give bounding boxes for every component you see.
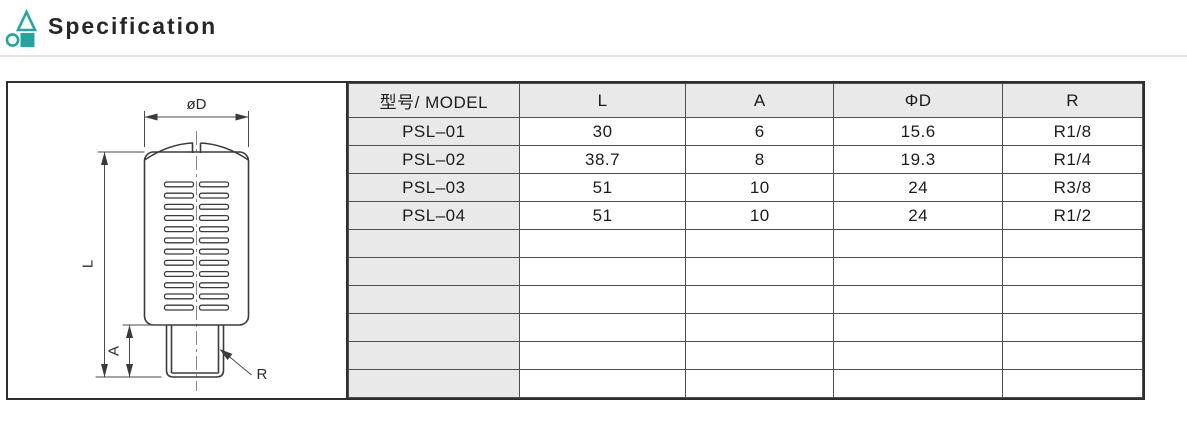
value-cell: R3/8 — [1002, 173, 1143, 202]
value-cell: 30 — [518, 117, 687, 146]
value-cell — [518, 313, 687, 342]
model-cell — [348, 369, 520, 398]
value-cell: 38.7 — [518, 145, 687, 174]
dim-label-thread: R — [257, 366, 268, 383]
column-header-2: A — [685, 83, 835, 118]
column-header-3: ΦD — [833, 83, 1004, 118]
table-row: PSL–01 30 6 15.6 R1/8 — [348, 117, 1143, 146]
table-row-empty — [348, 229, 1143, 258]
value-cell — [685, 229, 835, 258]
spec-panel: øD L A — [6, 81, 1145, 400]
table-wrap: 型号/ MODEL L A ΦD R PSL–01 30 6 15.6 R1/8 PSL–02 38.… — [348, 83, 1143, 398]
table-row: PSL–02 38.7 8 19.3 R1/4 — [348, 145, 1143, 174]
table-row-empty — [348, 313, 1143, 342]
value-cell — [833, 341, 1004, 370]
value-cell: 8 — [685, 145, 835, 174]
shapes-icon — [5, 9, 38, 47]
value-cell: 10 — [685, 173, 835, 202]
drawing-panel: øD L A — [8, 83, 348, 398]
value-cell — [1002, 313, 1143, 342]
vent-slots — [163, 181, 230, 311]
silencer-body — [143, 142, 250, 326]
model-cell: PSL–01 — [348, 117, 520, 146]
value-cell — [1002, 229, 1143, 258]
value-cell — [833, 369, 1004, 398]
value-cell — [685, 369, 835, 398]
column-header-1: L — [518, 83, 687, 118]
model-cell — [348, 313, 520, 342]
value-cell — [685, 341, 835, 370]
dim-length: L — [80, 151, 162, 378]
value-cell — [685, 285, 835, 314]
table-row-empty — [348, 341, 1143, 370]
value-cell — [518, 341, 687, 370]
title-divider — [0, 55, 1187, 57]
value-cell — [1002, 257, 1143, 286]
model-cell: PSL–02 — [348, 145, 520, 174]
column-header-4: R — [1002, 83, 1143, 118]
dim-label-length: L — [80, 260, 97, 268]
model-cell — [348, 285, 520, 314]
value-cell — [833, 285, 1004, 314]
value-cell: 15.6 — [833, 117, 1004, 146]
model-cell: PSL–04 — [348, 201, 520, 230]
dim-label-diameter: øD — [187, 96, 207, 113]
value-cell: R1/8 — [1002, 117, 1143, 146]
dim-label-stem: A — [106, 346, 123, 356]
value-cell: 24 — [833, 201, 1004, 230]
table-row: PSL–04 51 10 24 R1/2 — [348, 201, 1143, 230]
value-cell — [1002, 341, 1143, 370]
leader-thread: R — [219, 349, 268, 383]
value-cell — [1002, 285, 1143, 314]
spec-table: 型号/ MODEL L A ΦD R PSL–01 30 6 15.6 R1/8 PSL–02 38.… — [348, 83, 1143, 398]
value-cell — [833, 229, 1004, 258]
value-cell: 19.3 — [833, 145, 1004, 174]
column-header-0: 型号/ MODEL — [348, 83, 520, 118]
model-cell — [348, 257, 520, 286]
silencer-diagram: øD L A — [80, 96, 268, 391]
table-row: PSL–03 51 10 24 R3/8 — [348, 173, 1143, 202]
value-cell: 10 — [685, 201, 835, 230]
value-cell — [685, 313, 835, 342]
table-row-empty — [348, 285, 1143, 314]
dim-diameter: øD — [144, 96, 249, 147]
value-cell — [518, 229, 687, 258]
value-cell: 6 — [685, 117, 835, 146]
page-title: Specification — [48, 13, 218, 39]
value-cell: R1/4 — [1002, 145, 1143, 174]
value-cell — [518, 285, 687, 314]
table-row-empty — [348, 257, 1143, 286]
table-row-empty — [348, 369, 1143, 398]
value-cell: 51 — [518, 173, 687, 202]
title-bar: Specification — [0, 0, 1187, 55]
dim-stem: A — [106, 324, 167, 377]
value-cell: 51 — [518, 201, 687, 230]
value-cell — [685, 257, 835, 286]
value-cell — [518, 257, 687, 286]
value-cell — [1002, 369, 1143, 398]
value-cell — [833, 257, 1004, 286]
value-cell — [518, 369, 687, 398]
thread-stem — [165, 325, 225, 378]
value-cell — [833, 313, 1004, 342]
model-cell — [348, 229, 520, 258]
value-cell: 24 — [833, 173, 1004, 202]
model-cell: PSL–03 — [348, 173, 520, 202]
model-cell — [348, 341, 520, 370]
table-header-row: 型号/ MODEL L A ΦD R — [348, 83, 1143, 118]
value-cell: R1/2 — [1002, 201, 1143, 230]
